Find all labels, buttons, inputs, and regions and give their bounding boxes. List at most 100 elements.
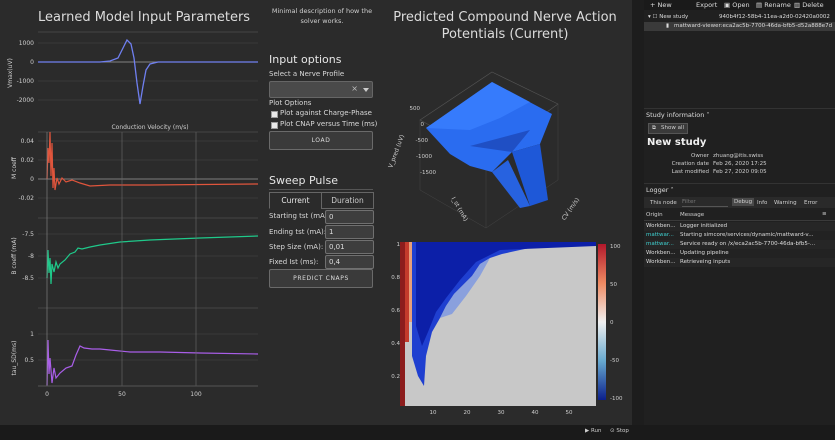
logger-filter-input[interactable]: Filter <box>682 198 728 207</box>
export-button[interactable]: Export <box>696 1 718 9</box>
input-parameters-plots: 1000 0 -1000 -2000 Vmax(uV) Conduction V… <box>7 31 259 398</box>
level-error[interactable]: Error <box>804 200 818 206</box>
plus-icon: + <box>650 1 658 9</box>
logger-toolbar: This node Filter Debug Info Warning Erro… <box>644 197 835 208</box>
column-menu-icon[interactable]: ≡ <box>822 211 827 217</box>
log-origin: mattwar... <box>646 232 674 238</box>
charge-phase-checkbox[interactable] <box>271 111 278 118</box>
surface-ztick: 500 <box>410 106 421 112</box>
surface-ztick: -1000 <box>416 154 432 160</box>
tab-current[interactable]: Current <box>269 192 322 209</box>
log-origin: mattwar... <box>646 241 674 247</box>
heatmap-ytick: 0.4 <box>391 341 400 347</box>
vmax-tick: -2000 <box>17 97 35 104</box>
log-message: Service ready on /x/eca2ac5b-7700-46da-b… <box>680 241 816 247</box>
mcoeff-tick: -0.02 <box>18 195 34 202</box>
nerve-profile-label: Select a Nerve Profile <box>269 70 345 78</box>
heatmap-xtick: 50 <box>566 410 573 416</box>
tab-duration[interactable]: Duration <box>321 192 374 209</box>
heatmap-ytick: 1 <box>397 242 401 248</box>
log-row: Workben... Updating pipeline <box>644 249 835 258</box>
logger-header[interactable]: Logger ˄ <box>646 186 674 194</box>
show-all-button[interactable]: ⧉ Show all <box>648 123 688 134</box>
cnap-plot-title: Predicted Compound Nerve Action Potentia… <box>393 10 617 42</box>
new-button[interactable]: + New <box>650 1 672 9</box>
plot-b-coeff: -7.5 -8 -8.5 B coeff (mA) <box>11 217 259 285</box>
creation-date-key: Creation date <box>671 161 709 167</box>
study-sidebar: + New Export ▣ Open ▤ Rename ▥ Delete ▾ … <box>644 0 835 425</box>
stop-button[interactable]: ⊙ Stop <box>610 428 629 434</box>
ending-tst-label: Ending tst (mA): <box>269 228 327 236</box>
owner-key: Owner <box>691 153 709 159</box>
mcoeff-tick: 0 <box>30 176 34 183</box>
divider <box>644 108 835 109</box>
panel-splitter[interactable] <box>632 0 644 425</box>
load-button[interactable]: LOAD <box>269 131 373 150</box>
predict-cnaps-button[interactable]: PREDICT CNAPS <box>269 269 373 288</box>
nerve-profile-select[interactable]: × <box>269 81 373 98</box>
starting-tst-label: Starting tst (mA): <box>269 212 330 220</box>
study-id: 940b4f12-58b4-11ea-a2d0-02420a0002 <box>719 14 830 20</box>
clear-select-icon[interactable]: × <box>351 84 358 93</box>
run-button[interactable]: ▶ Run <box>585 428 602 434</box>
log-row: Workben... Logger initialized <box>644 222 835 231</box>
surface-ztick: -500 <box>416 138 429 144</box>
cnap-heatmap: 1 0.8 0.6 0.4 0.2 10 20 30 40 50 100 50 … <box>391 242 623 416</box>
colorbar-tick: -100 <box>610 396 623 402</box>
x-tick: 50 <box>118 391 126 398</box>
delete-button[interactable]: ▥ Delete <box>794 1 824 9</box>
heatmap-xtick: 30 <box>498 410 505 416</box>
mcoeff-tick: 0.04 <box>21 138 35 145</box>
x-tick: 100 <box>190 391 202 398</box>
play-icon: ▶ <box>585 428 591 434</box>
fixed-ist-input[interactable]: 0,4 <box>325 255 374 269</box>
surface-zlabel: V_pred (uV) <box>387 134 406 170</box>
bcoeff-tick: -7.5 <box>22 231 34 238</box>
log-row: mattwar... Starting simcore/services/dyna… <box>644 231 835 240</box>
cnap-time-checkbox[interactable] <box>271 122 278 129</box>
rename-button[interactable]: ▤ Rename <box>756 1 791 9</box>
level-warning[interactable]: Warning <box>774 200 797 206</box>
tree-item-study[interactable]: ▾ ☐ New study <box>648 14 689 20</box>
bcoeff-tick: -8.5 <box>22 275 34 282</box>
heatmap-ytick: 0.6 <box>391 308 400 314</box>
rename-icon: ▤ <box>756 1 765 9</box>
mcoeff-tick: 0.02 <box>21 157 35 164</box>
study-info-header[interactable]: Study information ˄ <box>646 111 710 119</box>
study-toolbar: + New Export ▣ Open ▤ Rename ▥ Delete <box>644 0 835 10</box>
open-icon: ▣ <box>724 1 733 9</box>
level-debug[interactable]: Debug <box>732 198 755 206</box>
chevron-up-icon: ˄ <box>704 111 710 119</box>
surface-xlabel: I_st (mA) <box>450 196 469 223</box>
last-modified-value: Feb 27, 2020 09:05 <box>713 169 767 175</box>
vmax-tick: -1000 <box>17 78 35 85</box>
level-info[interactable]: Info <box>757 200 768 206</box>
status-bar: ▶ Run ⊙ Stop <box>0 425 835 440</box>
owner-value: zhuang@itis.swiss <box>713 153 764 159</box>
ending-tst-input[interactable]: 1 <box>325 225 374 239</box>
log-origin: Workben... <box>646 223 676 229</box>
log-message: Starting simcore/services/dynamic/mattwa… <box>680 232 814 238</box>
plot-options-label: Plot Options <box>269 99 312 107</box>
bcoeff-tick: -8 <box>28 253 34 260</box>
bcoeff-ylabel: B coeff (mA) <box>11 237 18 274</box>
starting-tst-input[interactable]: 0 <box>325 210 374 224</box>
tree-item-viewer-label: mattward-viewer:eca2ac5b-7700-46da-bfb5-… <box>674 23 833 29</box>
divider <box>644 183 835 184</box>
cnap-surface-plot: 500 0 -500 -1000 -1500 V_pred (uV) I_st … <box>387 71 581 229</box>
plot-vmax: 1000 0 -1000 -2000 Vmax(uV) <box>7 31 258 105</box>
plot-m-coeff: 0.04 0.02 0 -0.02 M coeff <box>11 131 259 202</box>
column-origin: Origin <box>646 212 663 218</box>
vmax-ylabel: Vmax(uV) <box>7 58 14 88</box>
expand-icon: ⧉ <box>652 125 656 131</box>
logger-table-header: Origin Message ≡ <box>644 211 835 221</box>
open-button[interactable]: ▣ Open <box>724 1 750 9</box>
log-row: Workben... Retrieveing inputs <box>644 258 835 267</box>
heatmap-ytick: 0.8 <box>391 275 400 281</box>
solver-description: Minimal description of how the solver wo… <box>271 7 373 25</box>
last-modified-key: Last modified <box>671 169 709 175</box>
step-size-input[interactable]: 0,01 <box>325 240 374 254</box>
divider <box>269 189 373 190</box>
this-node-filter[interactable]: This node <box>650 200 677 206</box>
tree-item-viewer[interactable]: ▮ mattward-viewer:eca2ac5b-7700-46da-bfb… <box>644 22 835 31</box>
